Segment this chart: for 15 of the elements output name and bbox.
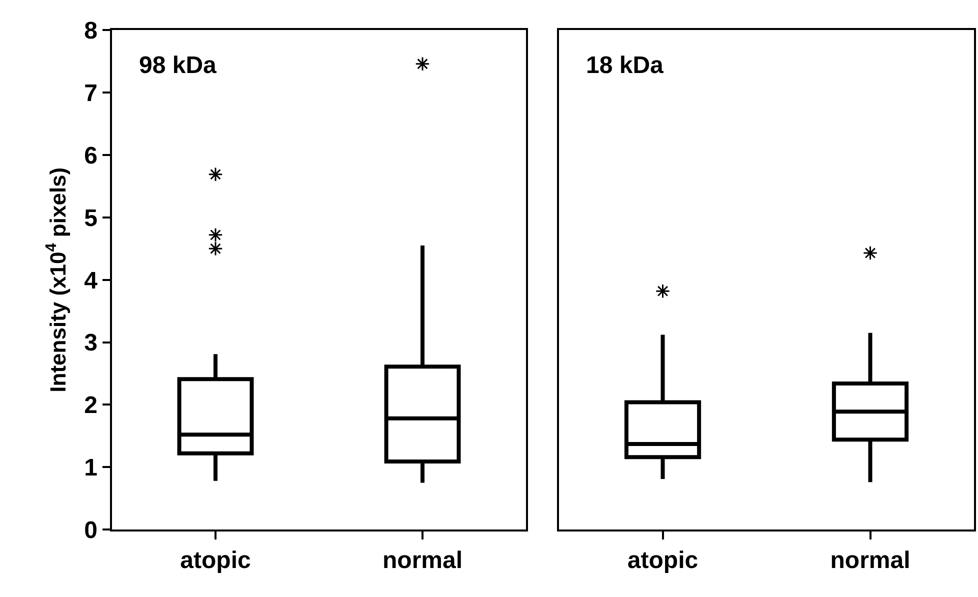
y-tick-label: 6 [84, 142, 98, 170]
x-tick-label: normal [830, 547, 910, 574]
text: 18 kDa [586, 52, 664, 79]
x-tick-label: atopic [180, 547, 251, 574]
y-tick-label: 4 [84, 267, 98, 294]
y-tick-label: 1 [84, 454, 98, 482]
y-tick-label: 0 [84, 516, 98, 544]
y-tick-label: 2 [84, 392, 98, 420]
y-tick-label: 7 [84, 80, 98, 108]
text: 98 kDa [139, 52, 218, 79]
y-tick-label: 8 [84, 18, 98, 45]
y-tick-label: 5 [84, 204, 98, 232]
y-tick-label: 3 [84, 330, 98, 357]
x-tick-label: normal [382, 547, 463, 574]
x-tick-label: atopic [627, 547, 698, 574]
